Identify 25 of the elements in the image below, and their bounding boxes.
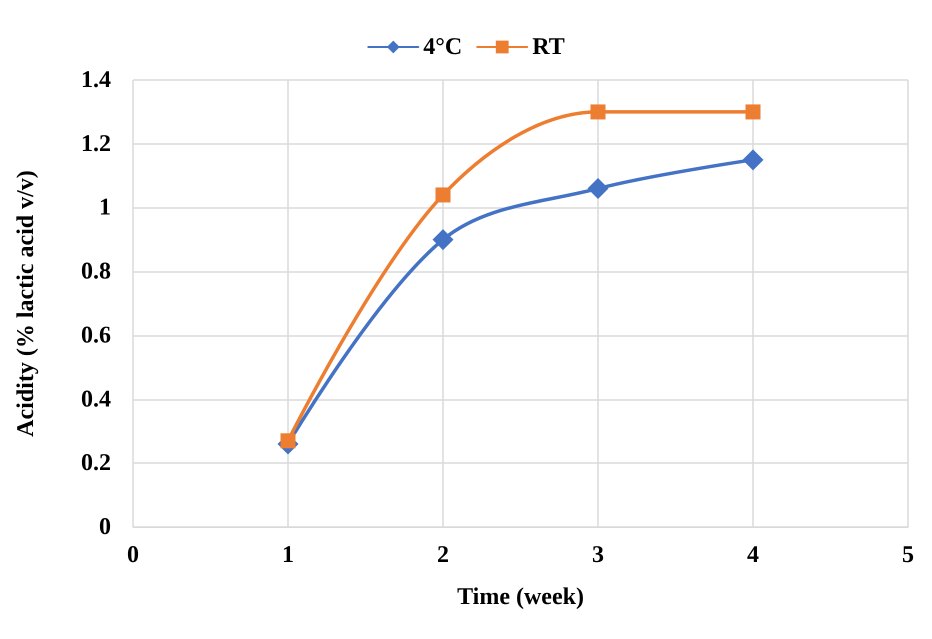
x-tick-label: 0 [127,542,139,568]
point [432,229,454,250]
point [436,187,450,202]
legend-label: 4°C [423,34,462,60]
x-tick-label: 4 [747,542,759,568]
y-tick-label: 1 [99,194,111,221]
point [280,433,296,448]
y-tick-label: 0.2 [81,450,111,476]
y-tick-label: 0.8 [81,258,111,285]
point [588,178,608,200]
y-tick-label: 0.6 [81,322,111,348]
x-tick-label: 5 [902,542,914,568]
legend-label: RT [532,34,565,60]
x-tick-label: 3 [592,542,604,568]
x-axis-title: Time (week) [457,584,584,610]
point [746,104,760,120]
x-tick-label: 1 [282,542,294,568]
y-tick-label: 0 [99,514,111,540]
x-tick-label: 2 [437,542,449,568]
y-tick-label: 1.2 [81,130,111,157]
y-tick-label: 1.4 [81,67,111,93]
y-axis-title: Acidity (% lactic acid v/v) [13,170,39,437]
y-tick-label: 0.4 [81,386,111,412]
point [742,149,764,170]
point [590,104,606,120]
